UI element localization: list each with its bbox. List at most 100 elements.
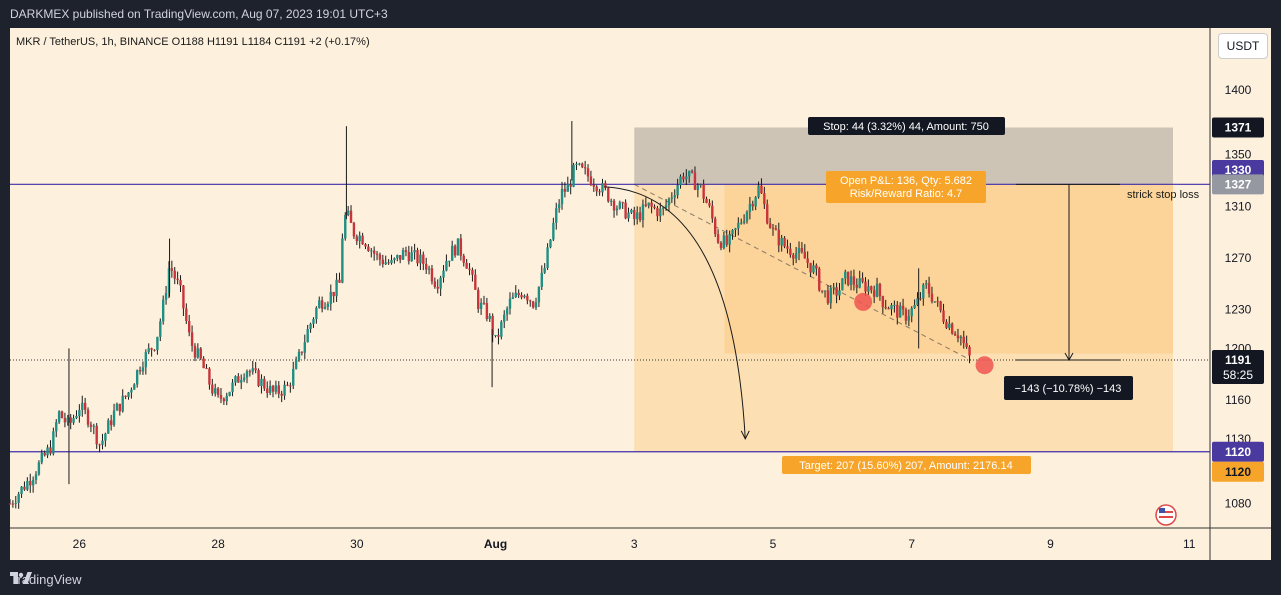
candle-body <box>341 238 344 283</box>
candle-body <box>725 235 728 245</box>
candle-body <box>523 295 526 298</box>
candle-body <box>939 301 942 311</box>
x-tick-label: 7 <box>908 537 915 551</box>
candle-body <box>419 254 422 264</box>
candle-body <box>797 247 801 254</box>
candle-body <box>630 210 633 213</box>
candle-body <box>485 303 489 319</box>
candle-body <box>540 272 543 287</box>
candle-body <box>57 411 61 423</box>
y-tick-label: 1400 <box>1225 83 1252 97</box>
candle-body <box>829 287 833 304</box>
candle-body <box>75 416 78 419</box>
candle-body <box>254 368 257 371</box>
candle-body <box>875 283 879 297</box>
candle-body <box>927 283 931 294</box>
candle-body <box>161 299 165 322</box>
candle-body <box>187 321 191 333</box>
candle-body <box>633 210 636 220</box>
candle-body <box>552 222 555 240</box>
candle-body <box>78 410 81 417</box>
candle-body <box>826 290 830 304</box>
candle-body <box>329 291 333 304</box>
candle-body <box>26 480 29 490</box>
candle-body <box>690 170 694 173</box>
publisher-bar: DARKMEX published on TradingView.com, Au… <box>0 0 1281 28</box>
candle-body <box>31 479 35 486</box>
candle-body <box>768 223 772 228</box>
candle-body <box>950 323 954 334</box>
candle-body <box>609 200 613 202</box>
target-label: Target: 207 (15.60%) 207, Amount: 2176.1… <box>799 460 1012 472</box>
y-tick-label: 1080 <box>1225 496 1252 510</box>
candle-body <box>592 184 596 187</box>
candle-body <box>740 222 743 224</box>
candle-body <box>199 348 202 359</box>
candle-body <box>193 346 197 358</box>
candle-body <box>442 270 445 278</box>
candle-body <box>141 367 145 372</box>
candle-body <box>127 392 130 397</box>
candle-body <box>205 368 208 370</box>
price-chart[interactable]: 1440140013501310127012301200116011301080… <box>0 0 1281 565</box>
candle-body <box>468 268 471 270</box>
candle-body <box>292 368 295 386</box>
candle-body <box>364 244 367 247</box>
x-tick-label: 28 <box>211 537 225 551</box>
candle-body <box>933 301 937 303</box>
candle-body <box>890 305 893 310</box>
candle-body <box>887 308 890 310</box>
candle-body <box>763 193 766 205</box>
candle-body <box>774 228 778 230</box>
candle-body <box>482 302 486 304</box>
candle-body <box>260 378 263 387</box>
countdown-label: 58:25 <box>1223 368 1253 382</box>
candle-body <box>352 222 356 237</box>
candle-body <box>924 283 928 285</box>
candle-body <box>566 184 570 192</box>
candle-body <box>89 424 93 427</box>
candle-body <box>578 163 581 165</box>
y-tick-label: 1230 <box>1225 303 1252 317</box>
candle-body <box>338 279 341 283</box>
candle-body <box>884 307 887 309</box>
currency-button[interactable]: USDT <box>1218 33 1268 59</box>
candle-body <box>656 208 659 217</box>
y-tick-label: 1350 <box>1225 148 1252 162</box>
candle-body <box>98 444 101 446</box>
candle-body <box>676 185 679 196</box>
candle-body <box>242 377 246 381</box>
candle-body <box>393 258 396 261</box>
candle-body <box>734 228 737 230</box>
candle-body <box>835 287 838 296</box>
candle-body <box>378 254 382 260</box>
candle-body <box>766 204 769 224</box>
candle-body <box>748 203 752 212</box>
candle-body <box>410 252 413 262</box>
candle-body <box>757 185 760 198</box>
candle-body <box>109 420 113 426</box>
candle-body <box>896 304 899 318</box>
candle-body <box>118 403 122 412</box>
candle-body <box>737 222 740 229</box>
candle-body <box>185 308 188 322</box>
candle-body <box>294 359 298 369</box>
candle-body <box>569 184 572 187</box>
candle-body <box>661 207 665 209</box>
candle-body <box>936 301 939 303</box>
tradingview-logo[interactable]: TradingView <box>10 572 82 587</box>
x-tick-label: 26 <box>73 537 87 551</box>
candle-body <box>323 306 327 309</box>
candle-body <box>696 185 700 190</box>
candle-body <box>514 292 517 298</box>
candle-body <box>384 262 387 265</box>
candle-body <box>144 351 148 368</box>
candle-body <box>159 321 162 337</box>
candle-body <box>664 205 668 208</box>
publisher-line: DARKMEX published on TradingView.com, Au… <box>10 7 388 21</box>
y-tick-label: 1310 <box>1225 199 1252 213</box>
candle-body <box>240 380 243 383</box>
candle-body <box>477 289 480 309</box>
candle-body <box>225 395 228 402</box>
candle-body <box>46 447 49 456</box>
